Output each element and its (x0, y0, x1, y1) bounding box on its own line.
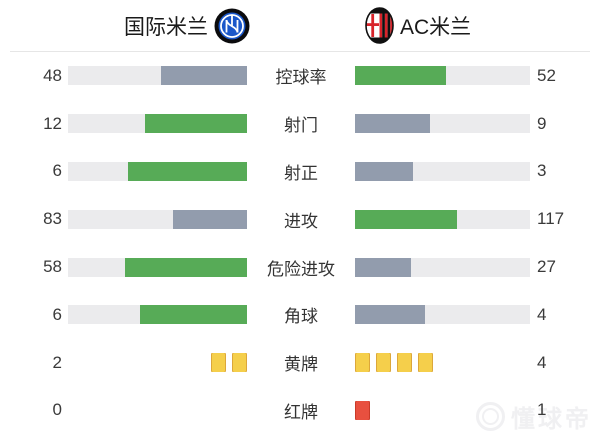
home-value: 2 (52, 352, 62, 372)
stat-label: 黄牌 (284, 355, 318, 375)
away-value: 9 (537, 113, 547, 133)
stat-row: 6 射正 3 (0, 148, 600, 196)
stat-label: 进攻 (284, 211, 318, 231)
away-value: 3 (537, 161, 547, 181)
home-value: 12 (43, 113, 62, 133)
stat-label: 危险进攻 (267, 259, 335, 279)
home-bar-fill (161, 66, 247, 86)
away-bar (355, 400, 530, 420)
yellow-card-icon (397, 353, 412, 373)
away-bar (355, 209, 530, 229)
home-bar (68, 209, 247, 229)
away-value: 27 (537, 257, 556, 277)
stat-row: 6 角球 4 (0, 291, 600, 339)
stat-row: 12 射门 9 (0, 100, 600, 148)
home-value: 48 (43, 65, 62, 85)
stat-label: 射门 (284, 116, 318, 136)
inter-badge-icon (214, 8, 250, 44)
away-value: 117 (537, 209, 565, 229)
home-bar (68, 161, 247, 181)
home-bar (68, 401, 247, 420)
away-bar-fill (355, 161, 414, 181)
away-value: 1 (537, 400, 547, 420)
away-team-name: AC米兰 (400, 15, 472, 39)
home-value: 6 (52, 304, 62, 324)
watermark: 懂球帝 (476, 399, 592, 434)
home-team-name: 国际米兰 (124, 15, 208, 39)
away-value: 4 (537, 304, 547, 324)
home-team: 国际米兰 (10, 8, 250, 44)
home-bar (68, 66, 247, 86)
red-card-icon (355, 400, 370, 420)
home-bar (68, 114, 247, 134)
home-bar-fill (124, 257, 247, 277)
stat-label: 射正 (284, 163, 318, 183)
away-bar (355, 353, 530, 373)
away-bar (355, 257, 530, 277)
away-bar-fill (355, 66, 446, 86)
ac-milan-badge-icon (365, 7, 394, 44)
home-bar-fill (127, 161, 247, 181)
away-bar (355, 66, 530, 86)
stats-rows: 48 控球率 52 12 射门 9 6 射正 3 83 进攻 117 58 危险… (0, 52, 600, 434)
watermark-logo-icon (476, 402, 505, 431)
home-value: 58 (43, 257, 62, 277)
stat-label: 控球率 (275, 68, 327, 88)
away-bar (355, 305, 530, 325)
home-bar (68, 305, 247, 325)
away-team: AC米兰 (350, 7, 590, 44)
away-bar (355, 114, 530, 134)
stat-row: 83 进攻 117 (0, 195, 600, 243)
watermark-text: 懂球帝 (511, 406, 592, 433)
stat-row: 0 红牌 1 (0, 387, 600, 435)
yellow-card-icon (211, 353, 226, 373)
home-bar (68, 353, 247, 373)
stat-row: 48 控球率 52 (0, 52, 600, 100)
home-value: 83 (43, 209, 62, 229)
home-value: 6 (52, 161, 62, 181)
stat-label: 角球 (284, 307, 318, 327)
match-header: 国际米兰 (10, 0, 590, 52)
yellow-card-icon (376, 353, 391, 373)
yellow-card-icon (355, 353, 370, 373)
stat-row: 58 危险进攻 27 (0, 243, 600, 291)
away-bar-fill (355, 209, 458, 229)
away-bar (355, 161, 530, 181)
home-bar-fill (144, 114, 247, 134)
away-bar-fill (355, 257, 411, 277)
yellow-card-icon (418, 353, 433, 373)
stat-label: 红牌 (284, 402, 318, 422)
yellow-card-icon (232, 353, 247, 373)
home-bar-fill (139, 305, 247, 325)
away-bar-fill (355, 114, 430, 134)
away-value: 52 (537, 65, 556, 85)
home-bar-fill (172, 209, 247, 229)
away-value: 4 (537, 352, 547, 372)
home-value: 0 (52, 400, 62, 420)
stat-row: 2 黄牌 4 (0, 339, 600, 387)
home-bar (68, 257, 247, 277)
away-bar-fill (355, 305, 425, 325)
